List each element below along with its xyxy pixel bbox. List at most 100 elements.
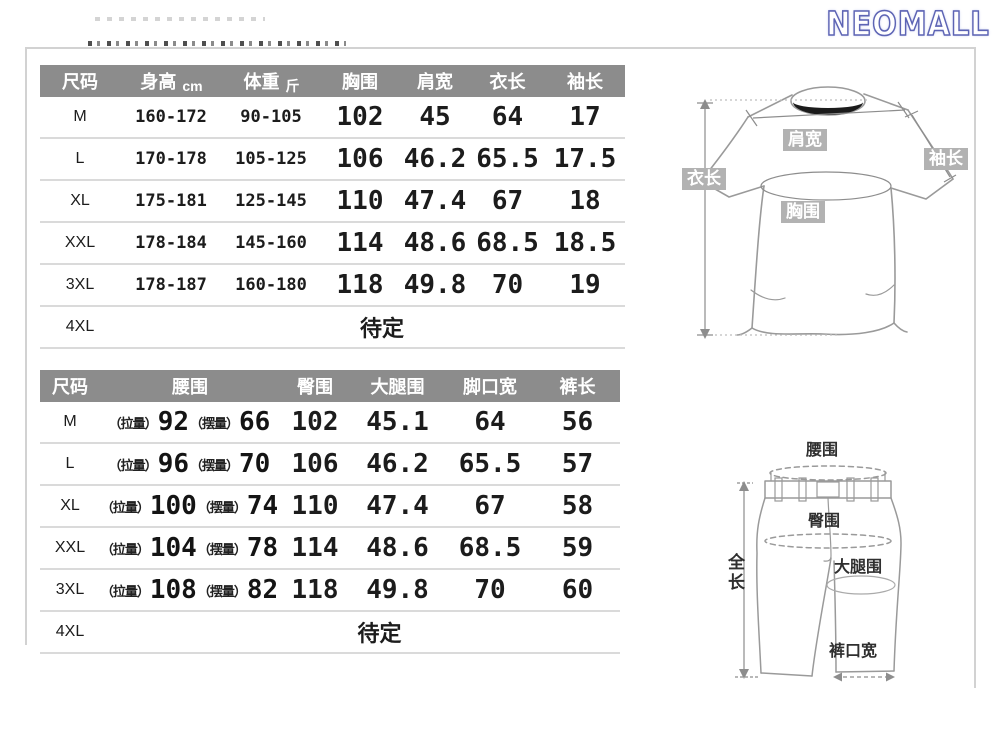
shirt-size-table: 尺码 身高 cm 体重 斤 胸围 肩宽 衣长 袖长 M 160-172 90-1… (40, 65, 625, 349)
pants-length-cell: 57 (535, 443, 620, 486)
weight-cell: 90-105 (222, 97, 320, 139)
sleeve-cell: 17 (545, 97, 625, 139)
col-header-garment-length: 衣长 (470, 65, 545, 97)
size-cell: M (40, 402, 100, 444)
shoulder-cell: 49.8 (400, 264, 470, 307)
weight-cell: 125-145 (222, 180, 320, 223)
table-row: 4XL 待定 (40, 306, 625, 349)
table-row: 3XL （拉量） 108 （摆量） 82 118 49.8 70 60 (40, 569, 620, 612)
thigh-label: 大腿围 (834, 559, 883, 576)
waist-cell: （拉量） 104 （摆量） 78 (100, 527, 280, 570)
col-header-shoulder: 肩宽 (400, 65, 470, 97)
length-cell: 65.5 (470, 138, 545, 181)
waist-label: 腰围 (806, 442, 839, 459)
sleeve-cell: 18.5 (545, 222, 625, 265)
table-row: XL （拉量） 100 （摆量） 74 110 47.4 67 58 (40, 485, 620, 528)
length-cell: 68.5 (470, 222, 545, 265)
length-cell: 64 (470, 97, 545, 139)
waist-cell: （拉量） 100 （摆量） 74 (100, 485, 280, 528)
height-cell: 178-187 (120, 264, 222, 307)
length-cell: 67 (470, 180, 545, 223)
table-row: XXL （拉量） 104 （摆量） 78 114 48.6 68.5 59 (40, 527, 620, 570)
col-header-height: 身高 cm (120, 65, 222, 97)
frame-border-right (974, 47, 976, 688)
size-cell: XL (40, 180, 120, 223)
chest-cell: 114 (320, 222, 400, 265)
tshirt-measurement-diagram: 肩宽 袖长 衣长 胸围 (655, 55, 985, 355)
thigh-cell: 48.6 (350, 527, 445, 570)
col-header-size: 尺码 (40, 65, 120, 97)
shoulder-cell: 47.4 (400, 180, 470, 223)
waist-cell: （拉量） 108 （摆量） 82 (100, 569, 280, 612)
hip-cell: 118 (280, 569, 350, 612)
col-header-sleeve: 袖长 (545, 65, 625, 97)
size-cell: XL (40, 485, 100, 528)
col-header-weight: 体重 斤 (222, 65, 320, 97)
leg-opening-cell: 64 (445, 402, 535, 444)
table-row: XL 175-181 125-145 110 47.4 67 18 (40, 180, 625, 223)
waist-cell: （拉量） 96 （摆量） 70 (100, 443, 280, 486)
table-row: L （拉量） 96 （摆量） 70 106 46.2 65.5 57 (40, 443, 620, 486)
col-header-thigh: 大腿围 (350, 370, 445, 402)
size-cell: L (40, 138, 120, 181)
thigh-cell: 45.1 (350, 402, 445, 444)
frame-border-top (25, 47, 976, 49)
leg-opening-cell: 68.5 (445, 527, 535, 570)
chest-cell: 102 (320, 97, 400, 139)
chest-cell: 106 (320, 138, 400, 181)
shoulder-cell: 46.2 (400, 138, 470, 181)
thigh-cell: 46.2 (350, 443, 445, 486)
leg-opening-cell: 67 (445, 485, 535, 528)
chest-label: 胸围 (781, 201, 825, 223)
chest-cell: 110 (320, 180, 400, 223)
table-row: M 160-172 90-105 102 45 64 17 (40, 97, 625, 139)
size-cell: 3XL (40, 264, 120, 307)
tshirt-drawing (697, 86, 957, 339)
sleeve-length-label: 袖长 (924, 148, 968, 170)
table-row: 3XL 178-187 160-180 118 49.8 70 19 (40, 264, 625, 307)
pants-length-cell: 60 (535, 569, 620, 612)
thigh-cell: 47.4 (350, 485, 445, 528)
shirt-table-header: 尺码 身高 cm 体重 斤 胸围 肩宽 衣长 袖长 (40, 65, 625, 97)
col-header-waist: 腰围 (100, 370, 280, 402)
table-row: 4XL 待定 (40, 611, 620, 654)
sleeve-cell: 18 (545, 180, 625, 223)
frame-border-left (25, 47, 27, 645)
pants-length-cell: 58 (535, 485, 620, 528)
brand-logo: NEOMALL (826, 3, 990, 44)
pending-cell: 待定 (120, 306, 625, 349)
pants-size-table: 尺码 腰围 臀围 大腿围 脚口宽 裤长 M （拉量） 92 （摆量） 66 102 … (40, 370, 620, 654)
col-header-hip: 臀围 (280, 370, 350, 402)
pants-length-cell: 59 (535, 527, 620, 570)
leg-opening-cell: 65.5 (445, 443, 535, 486)
col-header-pants-length: 裤长 (535, 370, 620, 402)
size-cell: L (40, 443, 100, 486)
thigh-cell: 49.8 (350, 569, 445, 612)
length-cell: 70 (470, 264, 545, 307)
cropped-text-fragment (95, 17, 265, 21)
waist-cell: （拉量） 92 （摆量） 66 (100, 402, 280, 444)
size-cell: 4XL (40, 611, 100, 654)
hip-cell: 106 (280, 443, 350, 486)
weight-cell: 160-180 (222, 264, 320, 307)
shoulder-width-label: 肩宽 (783, 129, 827, 151)
full-length-label: 全长 (725, 553, 744, 593)
size-cell: XXL (40, 222, 120, 265)
col-header-chest: 胸围 (320, 65, 400, 97)
pants-table-header: 尺码 腰围 臀围 大腿围 脚口宽 裤长 (40, 370, 620, 402)
col-header-size: 尺码 (40, 370, 100, 402)
pants-length-cell: 56 (535, 402, 620, 444)
col-header-leg-opening: 脚口宽 (445, 370, 535, 402)
leg-opening-label: 裤口宽 (829, 643, 878, 660)
hip-cell: 102 (280, 402, 350, 444)
shoulder-cell: 45 (400, 97, 470, 139)
pants-measurement-diagram: 腰围 臀围 大腿围 全长 裤口宽 (695, 425, 995, 695)
table-row: M （拉量） 92 （摆量） 66 102 45.1 64 56 (40, 402, 620, 444)
size-cell: M (40, 97, 120, 139)
weight-cell: 145-160 (222, 222, 320, 265)
cropped-text-fragment (88, 41, 346, 46)
table-row: L 170-178 105-125 106 46.2 65.5 17.5 (40, 138, 625, 181)
garment-length-label: 衣长 (682, 168, 726, 190)
weight-cell: 105-125 (222, 138, 320, 181)
